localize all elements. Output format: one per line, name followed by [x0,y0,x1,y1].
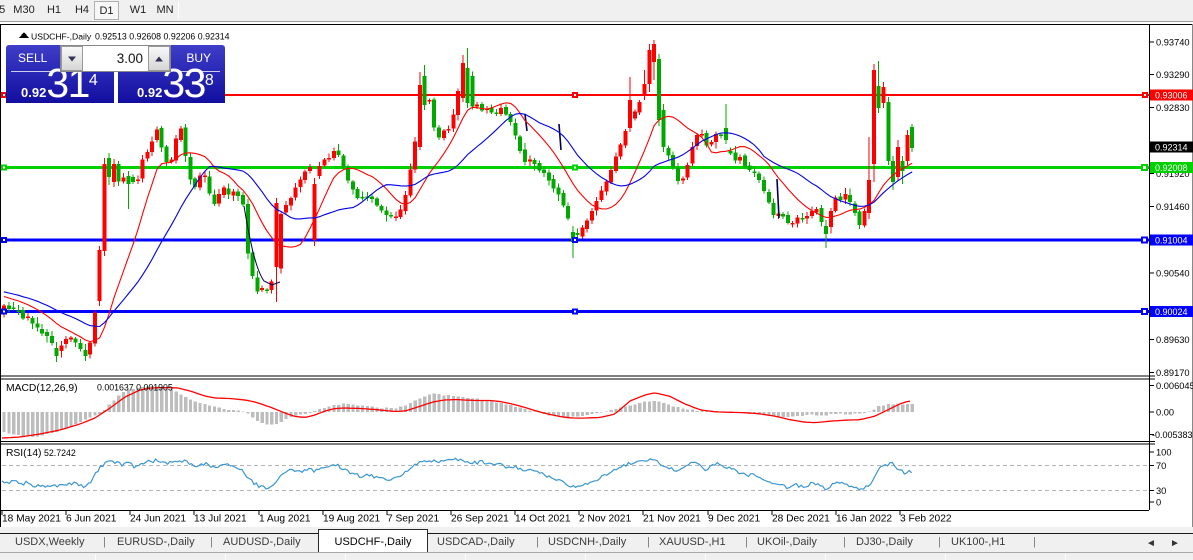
svg-text:7 Sep 2021: 7 Sep 2021 [387,514,439,525]
svg-text:21 Nov 2021: 21 Nov 2021 [643,514,701,525]
svg-text:0.90540: 0.90540 [1156,269,1190,279]
svg-text:0.93006: 0.93006 [1155,91,1188,101]
svg-text:0.00: 0.00 [1156,408,1174,418]
svg-text:26 Sep 2021: 26 Sep 2021 [451,514,509,525]
svg-text:0.93740: 0.93740 [1156,38,1190,48]
svg-text:52.7242: 52.7242 [44,448,76,458]
svg-text:0.91004: 0.91004 [1155,236,1188,246]
svg-text:28 Dec 2021: 28 Dec 2021 [772,514,830,525]
svg-text:0.92513 0.92608 0.92206 0.9231: 0.92513 0.92608 0.92206 0.92314 [95,32,230,42]
svg-text:0.91460: 0.91460 [1156,202,1190,212]
svg-text:0.92314: 0.92314 [1155,143,1188,153]
svg-text:0.001637 0.001905: 0.001637 0.001905 [97,383,173,393]
svg-text:0.93290: 0.93290 [1156,70,1190,80]
svg-text:1 Aug 2021: 1 Aug 2021 [259,514,311,525]
svg-text:0.90024: 0.90024 [1155,307,1188,317]
svg-text:24 Jun 2021: 24 Jun 2021 [130,514,186,525]
svg-text:0.92830: 0.92830 [1156,103,1190,113]
svg-text:70: 70 [1156,461,1166,471]
svg-text:0.006045: 0.006045 [1156,381,1193,391]
svg-text:19 Aug 2021: 19 Aug 2021 [323,514,381,525]
svg-text:16 Jan 2022: 16 Jan 2022 [836,514,892,525]
svg-text:MACD(12,26,9): MACD(12,26,9) [6,383,78,394]
svg-text:0.89630: 0.89630 [1156,335,1190,345]
svg-text:18 May 2021: 18 May 2021 [2,514,61,525]
svg-text:2 Nov 2021: 2 Nov 2021 [579,514,631,525]
svg-text:30: 30 [1156,486,1166,496]
svg-text:3 Feb 2022: 3 Feb 2022 [900,514,952,525]
svg-text:14 Oct 2021: 14 Oct 2021 [515,514,571,525]
svg-text:0.89170: 0.89170 [1156,368,1190,378]
svg-text:USDCHF-,Daily: USDCHF-,Daily [31,32,92,42]
svg-text:RSI(14): RSI(14) [6,448,41,459]
svg-text:9 Dec 2021: 9 Dec 2021 [708,514,760,525]
svg-text:0.92008: 0.92008 [1155,163,1188,173]
svg-text:-0.005383: -0.005383 [1152,430,1193,440]
svg-text:0: 0 [1156,498,1161,508]
svg-text:13 Jul 2021: 13 Jul 2021 [194,514,247,525]
svg-text:100: 100 [1156,448,1172,458]
svg-text:6 Jun 2021: 6 Jun 2021 [66,514,117,525]
